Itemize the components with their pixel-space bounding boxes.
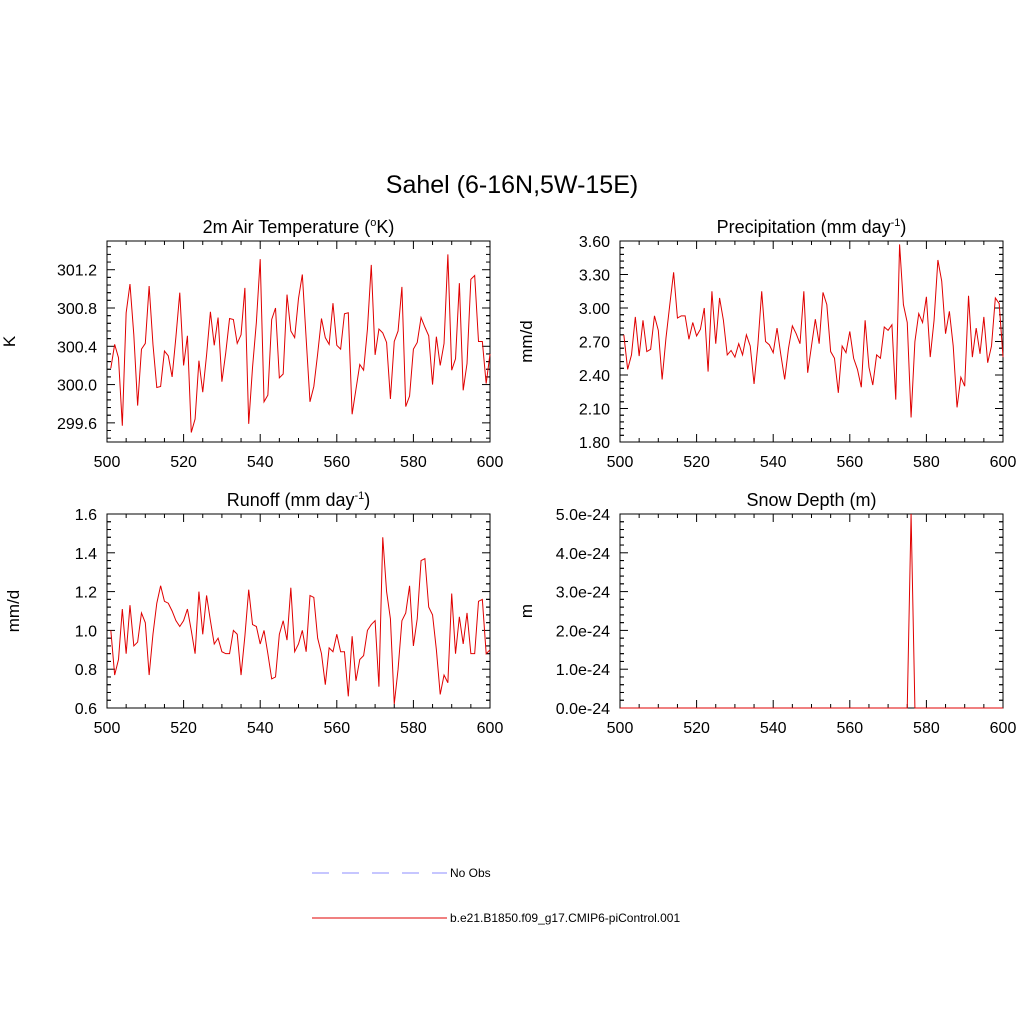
panel-title-main: 2m Air Temperature (: [203, 217, 371, 237]
x-tick-label: 540: [760, 720, 787, 737]
model-series-line: [110, 254, 491, 433]
plot-frame: [619, 240, 1004, 443]
y-tick-label: 0.6: [75, 701, 97, 718]
x-tick-label: 600: [990, 720, 1017, 737]
model-series-line: [110, 537, 491, 705]
panel-title-end: ): [364, 490, 370, 510]
y-axis-label: mm/d: [517, 320, 536, 363]
x-tick-label: 580: [400, 720, 427, 737]
panel-title: 2m Air Temperature (oK): [203, 217, 395, 237]
panel-title-sup: -1: [891, 217, 901, 229]
panel-title-sup: o: [370, 217, 376, 229]
y-tick-label: 300.8: [57, 301, 97, 318]
x-tick-label: 500: [94, 720, 121, 737]
y-tick-label: 1.4: [75, 546, 97, 563]
y-tick-label: 0.8: [75, 662, 97, 679]
x-tick-label: 500: [607, 454, 634, 471]
plot-frame: [106, 513, 491, 709]
x-tick-label: 560: [836, 454, 863, 471]
y-axis-label: K: [0, 335, 19, 347]
y-tick-label: 5.0e-24: [556, 507, 610, 524]
panel-2: Precipitation (mm day-1) mm/d 500 520 540 560…: [517, 217, 1016, 471]
x-tick-label: 600: [477, 454, 504, 471]
panel-title: Snow Depth (m): [746, 490, 876, 510]
y-tick-label: 1.0e-24: [556, 662, 610, 679]
x-tick-label: 520: [170, 454, 197, 471]
y-tick-label: 300.4: [57, 339, 97, 356]
x-tick-label: 500: [94, 454, 121, 471]
x-tick-label: 500: [607, 720, 634, 737]
figure-title: Sahel (6-16N,5W-15E): [386, 171, 638, 199]
x-tick-label: 580: [400, 454, 427, 471]
y-tick-label: 1.2: [75, 585, 97, 602]
x-tick-label: 600: [990, 454, 1017, 471]
panel-title: Precipitation (mm day-1): [717, 217, 907, 237]
legend-model-label: b.e21.B1850.f09_g17.CMIP6-piControl.001: [450, 911, 680, 925]
x-tick-label: 540: [760, 454, 787, 471]
x-tick-label: 580: [913, 454, 940, 471]
panel-title: Runoff (mm day-1): [227, 490, 371, 510]
x-tick-label: 540: [247, 454, 274, 471]
panel-title-end: ): [900, 217, 906, 237]
y-tick-label: 0.0e-24: [556, 701, 610, 718]
panel-3: Runoff (mm day-1) mm/d 500 520 540 560 580 600 0…: [4, 490, 503, 737]
y-tick-label: 299.6: [57, 416, 97, 433]
y-tick-label: 3.30: [579, 268, 610, 285]
panel-1: 2m Air Temperature (oK) K 500 520 540 560 580 6…: [0, 217, 503, 471]
panel-title-sup: -1: [354, 490, 364, 502]
x-tick-label: 520: [683, 720, 710, 737]
x-tick-label: 580: [913, 720, 940, 737]
panel-4: Snow Depth (m) m 500 520 540 560 580 600 0.0e-24…: [517, 490, 1016, 737]
y-tick-label: 2.10: [579, 402, 610, 419]
x-tick-label: 560: [323, 454, 350, 471]
panel-title-main: Snow Depth (m): [746, 490, 876, 510]
y-tick-label: 1.80: [579, 435, 610, 452]
panel-title-main: Runoff (mm day: [227, 490, 355, 510]
x-tick-label: 520: [683, 454, 710, 471]
y-tick-label: 301.2: [57, 263, 97, 280]
y-axis-label: m: [517, 604, 536, 618]
y-tick-label: 1.6: [75, 507, 97, 524]
y-axis-label: mm/d: [4, 590, 23, 633]
y-tick-label: 2.70: [579, 335, 610, 352]
plot-frame: [619, 513, 1004, 709]
y-tick-label: 3.0e-24: [556, 585, 610, 602]
y-tick-label: 4.0e-24: [556, 546, 610, 563]
y-tick-label: 2.40: [579, 368, 610, 385]
y-tick-label: 3.60: [579, 234, 610, 251]
model-series-line: [620, 513, 1003, 709]
y-tick-label: 1.0: [75, 623, 97, 640]
legend: No Obs b.e21.B1850.f09_g17.CMIP6-piContro…: [312, 866, 680, 925]
x-tick-label: 560: [836, 720, 863, 737]
x-tick-label: 520: [170, 720, 197, 737]
x-tick-label: 560: [323, 720, 350, 737]
model-series-line: [623, 244, 1004, 418]
x-tick-label: 600: [477, 720, 504, 737]
y-tick-label: 300.0: [57, 378, 97, 395]
x-tick-label: 540: [247, 720, 274, 737]
plot-frame: [106, 240, 491, 443]
panel-title-main: Precipitation (mm day: [717, 217, 891, 237]
legend-obs-label: No Obs: [450, 866, 491, 880]
panel-title-end: K): [376, 217, 394, 237]
y-tick-label: 3.00: [579, 301, 610, 318]
y-tick-label: 2.0e-24: [556, 623, 610, 640]
